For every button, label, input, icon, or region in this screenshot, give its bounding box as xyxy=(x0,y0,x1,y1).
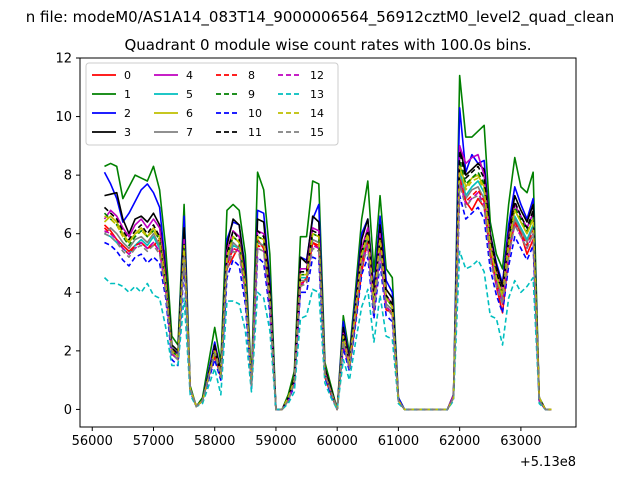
y-tick-label: 4 xyxy=(64,286,72,301)
y-tick-label: 6 xyxy=(64,227,72,242)
legend-label-11: 11 xyxy=(248,126,262,139)
series-line-15 xyxy=(104,183,552,411)
y-tick-label: 0 xyxy=(64,403,72,418)
x-tick-label: 61000 xyxy=(378,434,419,449)
plot-area xyxy=(103,74,552,411)
suptitle: n file: modeM0/AS1A14_083T14_9000006564_… xyxy=(26,8,615,27)
legend-box xyxy=(85,62,339,146)
legend-label-14: 14 xyxy=(310,107,324,120)
legend-label-4: 4 xyxy=(186,69,193,82)
y-tick-label: 2 xyxy=(64,344,72,359)
axes: 56000 57000 58000 59000 60000 61000 62000 63000… xyxy=(55,52,577,449)
chart-title: Quadrant 0 module wise count rates with … xyxy=(124,36,531,54)
legend-label-13: 13 xyxy=(310,88,324,101)
legend-label-5: 5 xyxy=(186,88,193,101)
legend-label-1: 1 xyxy=(124,88,131,101)
x-tick-label: 63000 xyxy=(500,434,541,449)
legend-label-8: 8 xyxy=(248,69,255,82)
legend-label-3: 3 xyxy=(124,126,131,139)
x-tick-label: 56000 xyxy=(72,434,113,449)
legend-label-15: 15 xyxy=(310,126,324,139)
y-tick-label: 12 xyxy=(55,52,72,67)
y-tick-label: 8 xyxy=(64,169,72,184)
legend-label-10: 10 xyxy=(248,107,262,120)
series-line-14 xyxy=(104,165,552,411)
legend-label-9: 9 xyxy=(248,88,255,101)
x-tick-label: 59000 xyxy=(255,434,296,449)
legend-label-2: 2 xyxy=(124,107,131,120)
x-tick-label: 58000 xyxy=(194,434,235,449)
legend-label-7: 7 xyxy=(186,126,193,139)
y-tick-label: 10 xyxy=(55,110,72,125)
legend-label-6: 6 xyxy=(186,107,193,120)
legend-label-12: 12 xyxy=(310,69,324,82)
legend-label-0: 0 xyxy=(124,69,131,82)
x-tick-label: 60000 xyxy=(317,434,358,449)
x-offset-label: +5.13e8 xyxy=(520,455,576,470)
axes-frame xyxy=(79,57,577,428)
x-tick-label: 62000 xyxy=(439,434,480,449)
x-tick-label: 57000 xyxy=(133,434,174,449)
